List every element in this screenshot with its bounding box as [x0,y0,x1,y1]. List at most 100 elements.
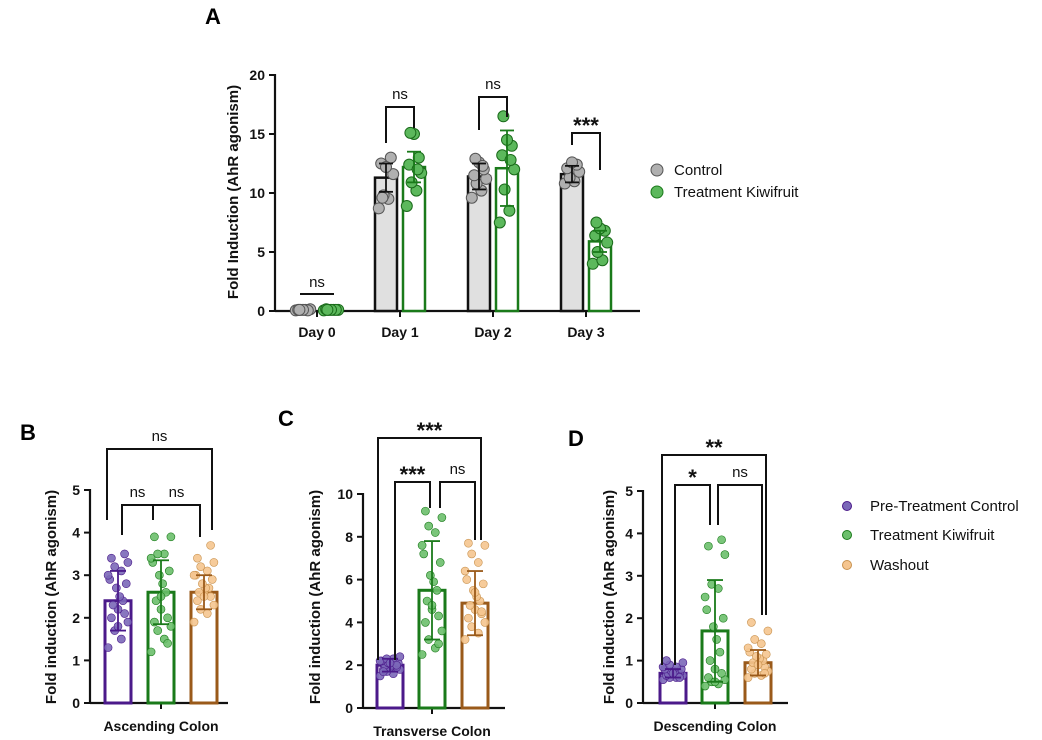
panelB-ytick-label-2: 2 [72,610,80,626]
panelD-point-1-8 [715,647,725,657]
panel-a-point-1-3-7 [590,216,603,229]
panelB-point-0-11 [121,579,131,589]
bcd-legend: Pre-Treatment Control Treatment Kiwifrui… [842,498,1019,574]
panelB-point-0-4 [107,613,116,623]
panelB-ytick-label-3: 3 [72,567,80,583]
panelD-ytick-label-2: 2 [625,610,633,626]
panelD-point-1-0 [700,681,710,691]
panel-a-ytick-label-0: 0 [257,303,265,319]
panel-a-xtick-label-0: Day 0 [298,324,336,340]
panel-a-sig-2: ns [485,76,501,93]
panel-a-point-0-2-0 [465,191,478,204]
panelD-point-1-10 [709,622,718,631]
panel-a-point-0-0-7 [293,303,306,316]
panelD-ytick-label-1: 1 [625,653,633,669]
panelC-sig-2: *** [417,418,443,443]
panelB-point-2-17 [193,553,202,563]
panelD-point-1-12 [702,605,712,615]
panelB-sig-1: ns [169,484,185,501]
panel-a-bar-0-3 [559,172,585,313]
legend-pretreatment-swatch [842,501,852,511]
panelB-point-1-10 [155,570,164,580]
legend-a-control-label: Control [674,162,722,179]
panelB-point-0-5 [120,609,129,618]
panelC-sig-1: ns [450,461,466,478]
panelC-bracket-0 [394,481,431,660]
panel-b-chart: Fold induction (AhR agonism) Ascending C… [43,428,228,734]
panelB-point-0-10 [112,583,121,593]
panelB-point-0-13 [103,570,113,580]
panelC-point-1-8 [432,585,442,595]
panelB-ytick-label-4: 4 [72,525,80,541]
panelB-point-1-9 [158,579,167,589]
panelD-point-1-17 [704,541,713,551]
panelD-point-1-16 [720,550,730,559]
panelC-point-1-17 [421,506,430,516]
panelD-point-1-18 [717,535,726,545]
panelC-point-2-11 [478,579,488,589]
panel-a-bracket-2 [478,96,508,130]
panel-a-point-0-1-7 [376,191,389,204]
panelD-point-2-16 [763,626,773,636]
panel-a-point-1-1-0 [400,199,413,212]
panelB-point-2-4 [193,596,202,606]
panelD-bracket-0 [674,484,711,665]
panelB-point-0-0 [103,643,113,652]
panel-c-xlabel: Transverse Colon [373,723,491,739]
panelD-sig-0: * [688,465,697,490]
panelB-point-1-0 [146,647,156,657]
panelB-point-1-17 [150,532,159,542]
panel-a-ylabel: Fold Induction (AhR agonism) [225,85,242,299]
panelB-point-2-10 [198,579,207,589]
panelC-point-1-16 [437,513,447,522]
panelB-sig-0: ns [130,484,146,501]
panelD-ytick-label-0: 0 [625,695,633,711]
panelB-point-1-15 [153,549,162,559]
panel-letter-b: B [20,420,36,445]
panelB-point-0-9 [115,592,124,601]
panelD-point-2-15 [750,635,760,644]
panelB-ytick-label-5: 5 [72,482,80,498]
panelD-point-2-14 [756,639,766,648]
panelC-point-1-10 [426,571,435,580]
legend-washout-label: Washout [870,557,929,574]
panelB-point-2-15 [196,562,205,571]
panelC-ytick-label-3: 6 [345,572,353,588]
panelD-point-2-11 [761,649,771,659]
panel-d-chart: Fold induction (AhR agonism) Descending … [601,435,788,734]
legend-a-kiwi-swatch [650,185,664,199]
panelB-point-0-18 [120,549,129,559]
panelB-point-2-0 [189,617,199,627]
panel-a-ytick-label-2: 10 [249,185,265,201]
panelD-point-1-5 [717,669,726,678]
panelC-point-2-16 [480,541,490,550]
panelB-point-2-11 [207,575,217,584]
panelC-point-2-14 [473,558,483,567]
panelC-ytick-label-4: 8 [345,529,353,545]
panelC-point-1-5 [434,611,443,621]
panelC-point-1-18 [434,639,443,649]
panel-a-ytick-label-3: 15 [249,126,265,142]
panelB-point-2-18 [206,541,215,550]
panel-a-bracket-1 [385,106,415,143]
panelC-point-1-12 [419,549,429,559]
panelB-point-0-17 [107,553,116,563]
panelC-point-1-13 [417,541,427,550]
panel-a-xtick-label-2: Day 2 [474,324,512,340]
panel-c-ylabel: Fold induction (AhR agonism) [307,490,324,704]
panelB-point-0-15 [110,562,119,571]
panelD-ytick-label-4: 4 [625,525,633,541]
legend-washout-swatch [842,560,852,570]
panelC-point-1-15 [424,521,434,531]
panelC-point-1-3 [437,626,447,636]
panel-letter-d: D [568,426,584,451]
panel-a-point-1-1-5 [412,151,425,164]
panelB-ytick-label-0: 0 [72,695,80,711]
panel-a-xtick-label-3: Day 3 [567,324,605,340]
panel-d-xlabel: Descending Colon [654,718,777,734]
panelC-ytick-label-0: 0 [345,700,353,716]
panelC-point-2-7 [465,600,475,610]
legend-a-kiwi-label: Treatment Kiwifruit [674,184,799,201]
panelB-point-0-16 [123,558,133,567]
